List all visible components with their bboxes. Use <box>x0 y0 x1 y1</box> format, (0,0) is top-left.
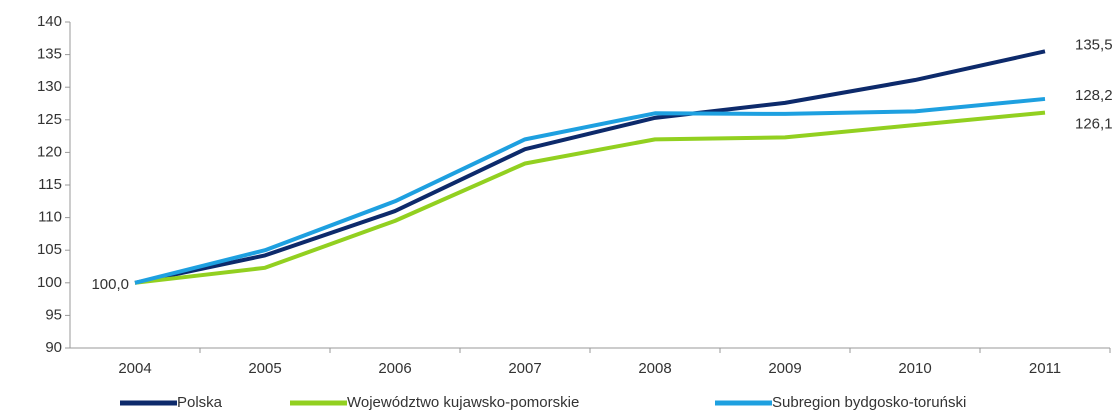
x-tick-label: 2008 <box>638 360 671 377</box>
y-tick-label: 105 <box>37 241 62 258</box>
x-tick-label: 2004 <box>118 360 151 377</box>
x-tick-label: 2011 <box>1029 360 1061 377</box>
series-line <box>134 49 1046 285</box>
x-tick-label: 2006 <box>378 360 411 377</box>
x-tick-label: 2009 <box>768 360 801 377</box>
y-tick-label: 140 <box>37 13 62 30</box>
value-label: 135,5 <box>1075 36 1113 53</box>
value-label: 126,1 <box>1075 116 1113 133</box>
y-tick-label: 135 <box>37 46 62 63</box>
y-tick-label: 100 <box>37 274 62 291</box>
series-line <box>134 96 1046 285</box>
y-tick-label: 130 <box>37 78 62 95</box>
series-line <box>134 110 1046 285</box>
y-tick-label: 90 <box>45 339 62 356</box>
legend-label: Polska <box>177 394 223 411</box>
value-label: 128,2 <box>1075 87 1113 104</box>
y-tick-label: 95 <box>45 306 62 323</box>
y-tick-label: 125 <box>37 111 62 128</box>
y-tick-label: 115 <box>38 176 62 193</box>
x-tick-label: 2010 <box>898 360 931 377</box>
y-tick-label: 110 <box>38 209 62 226</box>
value-label: 100,0 <box>91 276 129 293</box>
x-tick-label: 2005 <box>248 360 281 377</box>
y-tick-label: 120 <box>37 143 62 160</box>
legend-label: Województwo kujawsko-pomorskie <box>347 394 579 411</box>
legend-label: Subregion bydgosko-toruński <box>772 394 966 411</box>
x-tick-label: 2007 <box>508 360 541 377</box>
